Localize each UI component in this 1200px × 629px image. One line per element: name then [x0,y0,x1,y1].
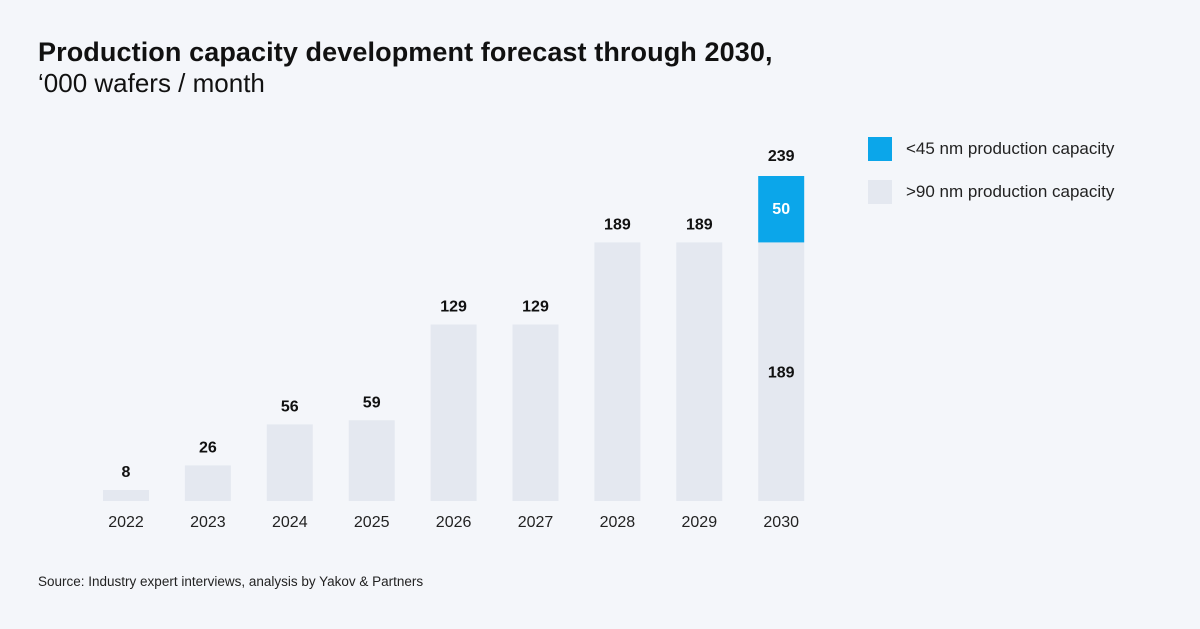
total-label-2024: 56 [281,398,299,415]
legend-label-lt45: <45 nm production capacity [906,139,1115,158]
x-tick-2029: 2029 [682,514,718,531]
source-note: Source: Industry expert interviews, anal… [38,574,424,589]
legend-item-gt90: >90 nm production capacity [868,179,1114,205]
chart-subtitle: ‘000 wafers / month [38,68,265,98]
total-label-2027: 129 [522,299,549,316]
total-label-2029: 189 [686,216,713,233]
total-label-2022: 8 [122,464,131,481]
bar-2025-gt90 [348,420,395,501]
x-tick-2025: 2025 [354,514,390,531]
total-label-2023: 26 [199,439,217,456]
legend: <45 nm production capacity >90 nm produc… [868,136,1114,222]
segment-label-2030-gt90: 189 [768,365,795,382]
bar-2029-gt90 [676,242,723,501]
bar-2024-gt90 [266,424,313,501]
bar-2022-gt90 [103,490,149,501]
x-tick-2026: 2026 [436,514,472,531]
bar-chart: 8 2022 26 2023 56 2024 59 2025 129 2026 129 2027 189… [103,148,805,531]
bar-2028-gt90 [594,242,641,501]
legend-swatch-gt90 [868,180,892,204]
chart-title: Production capacity development forecast… [38,37,773,67]
x-tick-2022: 2022 [108,514,144,531]
legend-item-lt45: <45 nm production capacity [868,136,1114,162]
segment-label-2030-lt45: 50 [772,201,790,218]
total-label-2025: 59 [363,394,381,411]
bar-2027-gt90 [512,324,559,501]
total-label-2030: 239 [768,148,795,165]
x-tick-2028: 2028 [600,514,636,531]
bar-2030-gt90 [758,242,805,501]
bar-2023-gt90 [184,465,231,501]
legend-label-gt90: >90 nm production capacity [906,182,1115,201]
total-label-2026: 129 [440,299,467,316]
x-tick-2027: 2027 [518,514,554,531]
bar-2030-lt45 [758,176,805,243]
bar-2026-gt90 [430,324,477,501]
x-tick-2030: 2030 [763,514,799,531]
total-label-2028: 189 [604,216,631,233]
x-tick-2023: 2023 [190,514,226,531]
legend-swatch-lt45 [868,137,892,161]
x-tick-2024: 2024 [272,514,308,531]
